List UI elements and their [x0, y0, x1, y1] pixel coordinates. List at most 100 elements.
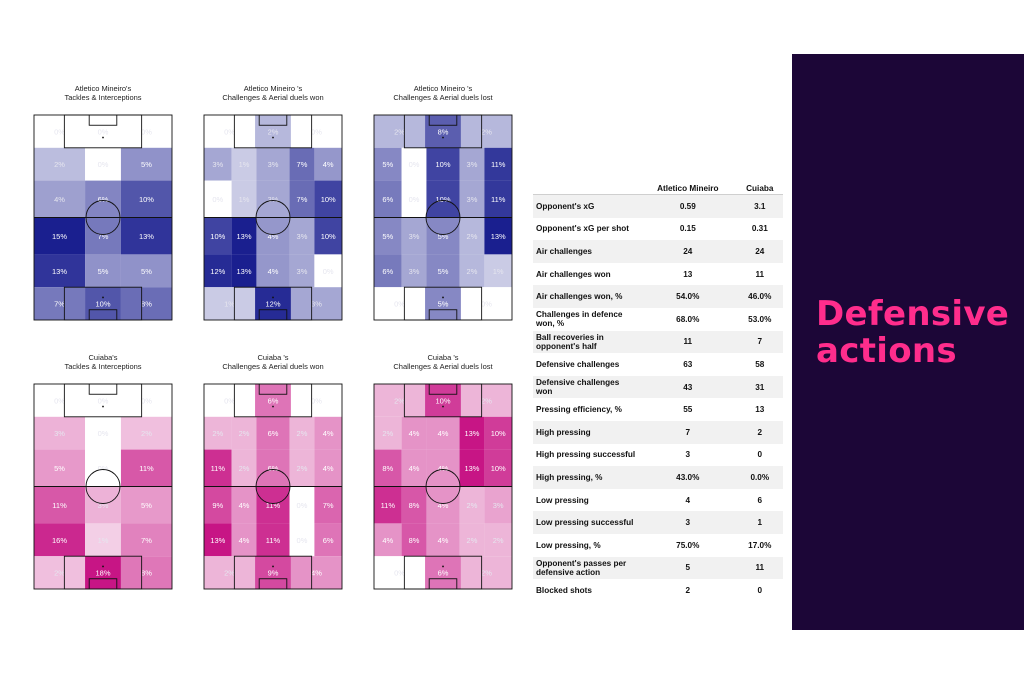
zone-cell	[460, 556, 512, 589]
zone-cell	[401, 449, 427, 487]
metric-name: Opponent's xG	[533, 194, 639, 218]
zone-cell	[401, 254, 427, 288]
goal-area-bottom	[428, 578, 458, 590]
zone-label: 3%	[409, 232, 420, 241]
zone-label: 7%	[323, 501, 334, 510]
zone-label: 0%	[311, 127, 322, 136]
zone-cell	[374, 416, 402, 450]
zone-cell	[484, 486, 512, 524]
team-1-value: 24	[639, 240, 737, 263]
zone-label: 5%	[382, 160, 393, 169]
table-header-row: Atletico Mineiro Cuiaba	[533, 182, 783, 195]
team-2-value: 13	[755, 405, 765, 415]
zone-cell	[255, 556, 291, 589]
zone-cell	[314, 147, 342, 181]
zone-cell	[120, 147, 172, 181]
metric-name: Pressing efficiency, %	[536, 405, 622, 415]
zone-label: 2%	[467, 536, 478, 545]
table-header-metric	[533, 182, 639, 195]
zone-cell	[484, 416, 512, 450]
centre-circle	[255, 200, 291, 235]
metric-name: Opponent's xG per shot	[536, 224, 629, 234]
metric-name: Challenges in defence won, %	[536, 310, 623, 329]
zone-cell	[459, 217, 485, 255]
metric-name: Air challenges won	[536, 269, 611, 279]
pitch-title: Tackles & Interceptions	[64, 93, 141, 102]
zone-cell	[34, 556, 86, 589]
zone-label: 4%	[323, 429, 334, 438]
zone-label: 7%	[54, 300, 65, 309]
zone-cell	[401, 486, 427, 524]
zone-label: 5%	[141, 267, 152, 276]
zone-label: 2%	[467, 501, 478, 510]
zone-label: 11%	[491, 195, 506, 204]
zone-label: 9%	[268, 569, 279, 578]
table-row: Air challenges 24 24	[533, 240, 783, 263]
metric-name: Air challenges	[533, 240, 639, 263]
goal-area-top	[428, 114, 458, 126]
table-row: Blocked shots 2 0	[533, 579, 783, 602]
pitch-title: Challenges & Aerial duels won	[222, 93, 323, 102]
zone-label: 6%	[268, 396, 279, 405]
zone-label: 3%	[297, 232, 308, 241]
zone-cell	[426, 416, 460, 450]
zone-label: 13%	[464, 429, 479, 438]
team-2-value: 3.1	[736, 194, 783, 218]
table-row: Ball recoveries in opponent's half 11 7	[533, 330, 783, 354]
zone-cell	[289, 147, 315, 181]
zone-label: 13%	[491, 232, 506, 241]
zone-cell	[256, 217, 290, 255]
zone-label: 0%	[297, 501, 308, 510]
penalty-spot	[272, 136, 274, 139]
zone-cell	[34, 287, 86, 320]
zone-cell	[85, 217, 121, 255]
zone-cell	[289, 416, 315, 450]
zone-cell	[289, 254, 315, 288]
zone-label: 13%	[237, 267, 252, 276]
zone-label: 3%	[297, 267, 308, 276]
zone-cell	[426, 254, 460, 288]
table-row: Defensive challenges won 43 31	[533, 375, 783, 399]
zone-cell	[34, 449, 86, 487]
zone-label: 2%	[481, 569, 492, 578]
penalty-spot	[272, 565, 274, 568]
zone-cell	[425, 115, 461, 148]
zone-label: 16%	[52, 536, 67, 545]
zone-label: 4%	[239, 536, 250, 545]
zone-cell	[289, 523, 315, 557]
team-2-value: 0	[757, 585, 763, 595]
goal-area-top	[258, 114, 288, 126]
zone-cell	[231, 416, 257, 450]
zone-cell	[426, 217, 460, 255]
zone-cell	[231, 180, 257, 218]
goal-area-top	[428, 383, 458, 395]
table-row: Air challenges won 13 11	[533, 263, 783, 286]
zone-label: 6%	[438, 569, 449, 578]
zone-cell	[459, 449, 485, 487]
zone-cell	[120, 254, 172, 288]
zone-cell	[484, 180, 512, 218]
zone-cell	[401, 416, 427, 450]
table-header-team-1: Atletico Mineiro	[639, 182, 737, 195]
zone-label: 8%	[438, 127, 449, 136]
zone-cell	[85, 115, 121, 148]
zone-cell	[460, 384, 512, 417]
zone-label: 2%	[212, 429, 223, 438]
zone-label: 4%	[409, 429, 420, 438]
zone-cell	[120, 384, 172, 417]
zone-cell	[425, 556, 461, 589]
zone-cell	[256, 416, 290, 450]
zone-cell	[290, 556, 342, 589]
zone-cell	[120, 486, 172, 524]
zone-cell	[374, 384, 426, 417]
table-header-team-2: Cuiaba	[736, 182, 783, 195]
zone-label: 2%	[493, 536, 504, 545]
zone-label: 9%	[212, 501, 223, 510]
zone-label: 6%	[382, 195, 393, 204]
zone-cell	[34, 180, 86, 218]
zone-cell	[290, 115, 342, 148]
zone-cell	[426, 180, 460, 218]
table-row: Low pressing, % 75.0% 17.0%	[533, 534, 783, 557]
team-1-value: 43.0%	[639, 466, 737, 489]
pitch-title: Cuiaba 's	[427, 353, 458, 362]
